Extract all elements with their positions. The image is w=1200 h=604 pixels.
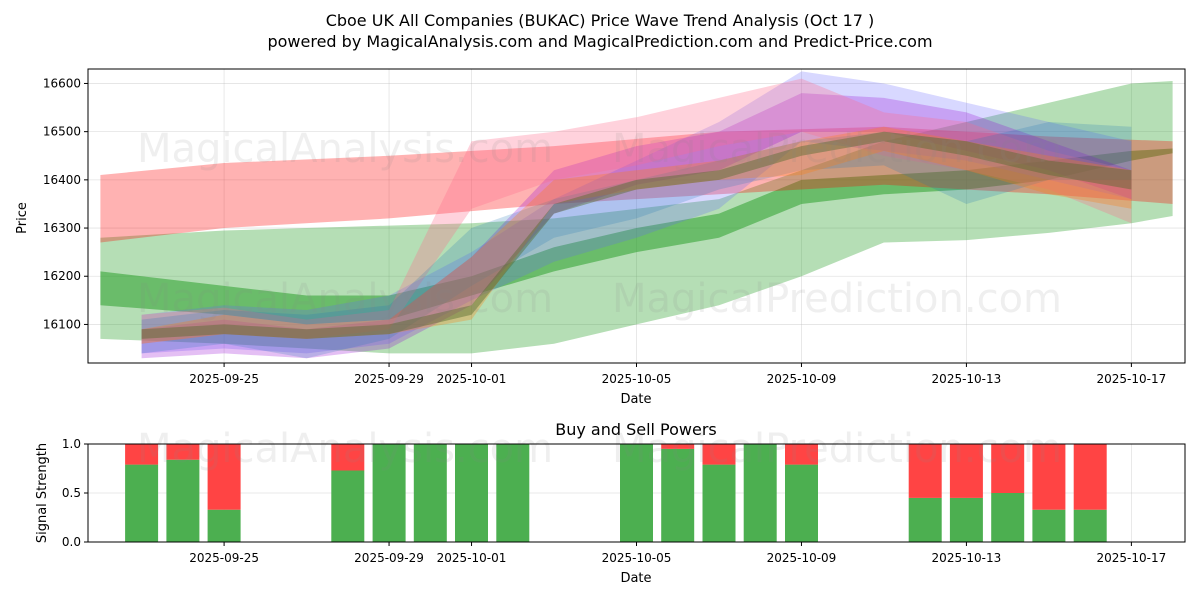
- price-band-teal-wave: [141, 122, 1132, 359]
- buy-sell-y-tick-label-0: 0.0: [62, 535, 81, 549]
- sell-bar-16: [1032, 444, 1066, 510]
- price-y-tick-label-2: 16300: [43, 221, 81, 235]
- buy-bar-12: [785, 464, 818, 542]
- price-band-purple-wave: [141, 93, 1132, 359]
- price-band-blue-wave: [141, 71, 1132, 354]
- buy-bar-9: [661, 448, 695, 542]
- buy-sell-x-tick-label-2: 2025-10-01: [437, 551, 507, 565]
- price-y-tick-label-1: 16200: [43, 269, 81, 283]
- buy-sell-bars: [125, 444, 1107, 542]
- buy-sell-x-ticks: 2025-09-25 2025-09-29 2025-10-01 2025-10-05…: [189, 542, 1166, 565]
- buy-sell-y-ticks: 0.0 0.5 1.0: [62, 437, 88, 549]
- watermark-analysis-mid: MagicalAnalysis.com: [137, 276, 553, 322]
- price-chart: MagicalAnalysis.com MagicalPrediction.co…: [15, 68, 1186, 407]
- price-band-red-upper: [100, 126, 1173, 243]
- sell-bar-0: [125, 444, 159, 465]
- buy-sell-x-tick-label-6: 2025-10-17: [1097, 551, 1167, 565]
- price-y-tick-label-5: 16600: [43, 76, 81, 90]
- price-band-green-lower: [100, 81, 1173, 354]
- buy-sell-x-tick-label-3: 2025-10-05: [602, 551, 672, 565]
- sell-bar-1: [166, 444, 200, 460]
- buy-bar-5: [413, 444, 447, 542]
- price-y-tick-label-4: 16500: [43, 125, 81, 139]
- buy-bar-1: [166, 459, 200, 542]
- price-band-orange-wave: [141, 126, 1132, 344]
- sell-bar-2: [207, 444, 241, 510]
- buy-sell-x-tick-label-1: 2025-09-29: [354, 551, 424, 565]
- buy-bar-16: [1032, 509, 1066, 542]
- watermark-analysis-top: MagicalAnalysis.com: [137, 126, 553, 172]
- price-x-tick-label-6: 2025-10-17: [1097, 372, 1167, 386]
- price-x-tick-label-5: 2025-10-13: [932, 372, 1002, 386]
- price-x-tick-label-3: 2025-10-05: [602, 372, 672, 386]
- buy-bar-3: [331, 470, 365, 542]
- sell-bar-14: [949, 444, 983, 498]
- sell-bar-10: [702, 444, 736, 465]
- price-bands: [100, 71, 1173, 359]
- buy-sell-x-tick-label-5: 2025-10-13: [932, 551, 1002, 565]
- buy-bar-2: [207, 509, 241, 542]
- sell-bar-15: [991, 444, 1025, 493]
- buy-bar-14: [949, 497, 983, 542]
- watermark-prediction-bottom: MagicalPrediction.com: [612, 426, 1062, 472]
- buy-sell-chart: Buy and Sell Powers MagicalAnalysis.com …: [35, 420, 1186, 586]
- price-x-ticks: 2025-09-25 2025-09-29 2025-10-01 2025-10-05…: [189, 363, 1166, 386]
- price-y-tick-label-3: 16400: [43, 173, 81, 187]
- price-y-ticks: 16100 16200 16300 16400 16500 16600: [43, 76, 88, 331]
- buy-sell-x-axis-label: Date: [620, 571, 651, 586]
- buy-bar-8: [620, 444, 653, 542]
- buy-sell-x-tick-label-0: 2025-09-25: [189, 551, 259, 565]
- buy-bar-6: [455, 444, 488, 542]
- sell-bar-12: [785, 444, 818, 465]
- buy-sell-title: Buy and Sell Powers: [555, 420, 717, 439]
- buy-bar-7: [496, 444, 530, 542]
- watermark-prediction-top: MagicalPrediction.com: [612, 126, 1062, 172]
- buy-bar-11: [743, 444, 777, 542]
- price-band-pink-wave: [141, 78, 1132, 344]
- buy-bar-17: [1073, 509, 1107, 542]
- sell-bar-3: [331, 444, 365, 471]
- buy-sell-y-tick-label-1: 0.5: [62, 486, 81, 500]
- watermark-prediction-mid: MagicalPrediction.com: [612, 276, 1062, 322]
- price-x-tick-label-4: 2025-10-09: [767, 372, 837, 386]
- sell-bar-13: [908, 444, 942, 498]
- buy-sell-y-axis-label: Signal Strength: [35, 443, 50, 543]
- buy-bar-15: [991, 493, 1025, 542]
- price-x-tick-label-2: 2025-10-01: [437, 372, 507, 386]
- price-y-axis-label: Price: [15, 202, 30, 234]
- watermark-analysis-bottom: MagicalAnalysis.com: [137, 426, 553, 472]
- price-y-tick-label-0: 16100: [43, 317, 81, 331]
- chart-subtitle: powered by MagicalAnalysis.com and Magic…: [267, 32, 932, 51]
- buy-bar-10: [702, 464, 736, 542]
- price-x-tick-label-1: 2025-09-29: [354, 372, 424, 386]
- buy-bar-0: [125, 464, 159, 542]
- chart-title: Cboe UK All Companies (BUKAC) Price Wave…: [326, 11, 875, 30]
- price-x-tick-label-0: 2025-09-25: [189, 372, 259, 386]
- price-x-axis-label: Date: [620, 392, 651, 407]
- buy-bar-13: [908, 497, 942, 542]
- buy-bar-4: [372, 444, 406, 542]
- sell-bar-17: [1073, 444, 1107, 510]
- price-band-green-trend: [100, 148, 1173, 325]
- buy-sell-y-tick-label-2: 1.0: [62, 437, 81, 451]
- sell-bar-9: [661, 444, 695, 449]
- buy-sell-x-tick-label-4: 2025-10-09: [767, 551, 837, 565]
